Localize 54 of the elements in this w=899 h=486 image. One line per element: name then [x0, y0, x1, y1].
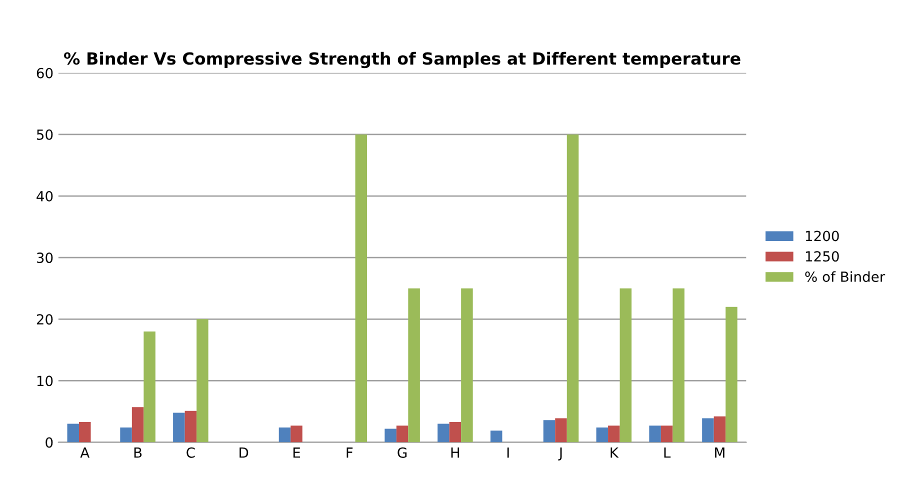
bar — [196, 319, 208, 442]
bar — [461, 288, 473, 442]
bar — [184, 410, 197, 442]
bar — [449, 422, 462, 442]
y-tick-label: 0 — [46, 437, 53, 448]
x-tick-label: C — [186, 447, 195, 458]
bar — [543, 420, 556, 442]
bar — [120, 427, 132, 442]
bar — [278, 427, 291, 442]
bar — [608, 426, 620, 442]
legend-label: 1250 — [806, 251, 839, 262]
x-tick-label: E — [293, 448, 300, 458]
bar — [566, 134, 579, 442]
chart-title: % Binder Vs Compressive Strength of Samples at Different temperature — [64, 52, 740, 68]
x-tick-label: F — [346, 448, 353, 458]
x-tick-label: K — [610, 448, 619, 458]
legend-label: 1200 — [806, 230, 839, 242]
x-tick-label: L — [664, 448, 671, 458]
x-tick-label: J — [558, 448, 562, 460]
bar — [596, 427, 608, 442]
bar — [173, 412, 185, 442]
x-tick-label: M — [715, 448, 724, 458]
x-tick-label: D — [240, 448, 248, 458]
bar — [702, 418, 714, 442]
bar — [649, 426, 661, 442]
x-tick-label: I — [507, 448, 509, 458]
bar — [144, 331, 156, 442]
bar — [132, 407, 144, 442]
y-tick-label: 50 — [36, 129, 53, 140]
x-tick-label: G — [398, 447, 407, 458]
bar — [290, 426, 302, 442]
bar — [555, 418, 567, 442]
bar — [660, 426, 673, 442]
y-tick-label: 30 — [36, 252, 53, 264]
y-tick-label: 40 — [36, 190, 53, 202]
bar — [79, 422, 91, 442]
bar — [726, 306, 738, 442]
bar — [396, 426, 408, 442]
bar — [620, 288, 632, 442]
x-tick-label: A — [80, 448, 90, 458]
x-tick-label: H — [451, 448, 460, 458]
y-tick-label: 20 — [36, 314, 53, 325]
bar — [408, 288, 420, 442]
bar — [438, 424, 450, 442]
legend-label: % of Binder — [805, 271, 886, 282]
bar — [672, 288, 684, 442]
y-tick-label: 10 — [37, 376, 53, 386]
bar — [355, 134, 368, 442]
bar — [490, 430, 502, 442]
x-tick-label: B — [134, 448, 142, 458]
bar — [714, 416, 726, 442]
bar — [384, 428, 396, 442]
bar — [67, 424, 80, 442]
y-tick-label: 60 — [36, 68, 53, 78]
